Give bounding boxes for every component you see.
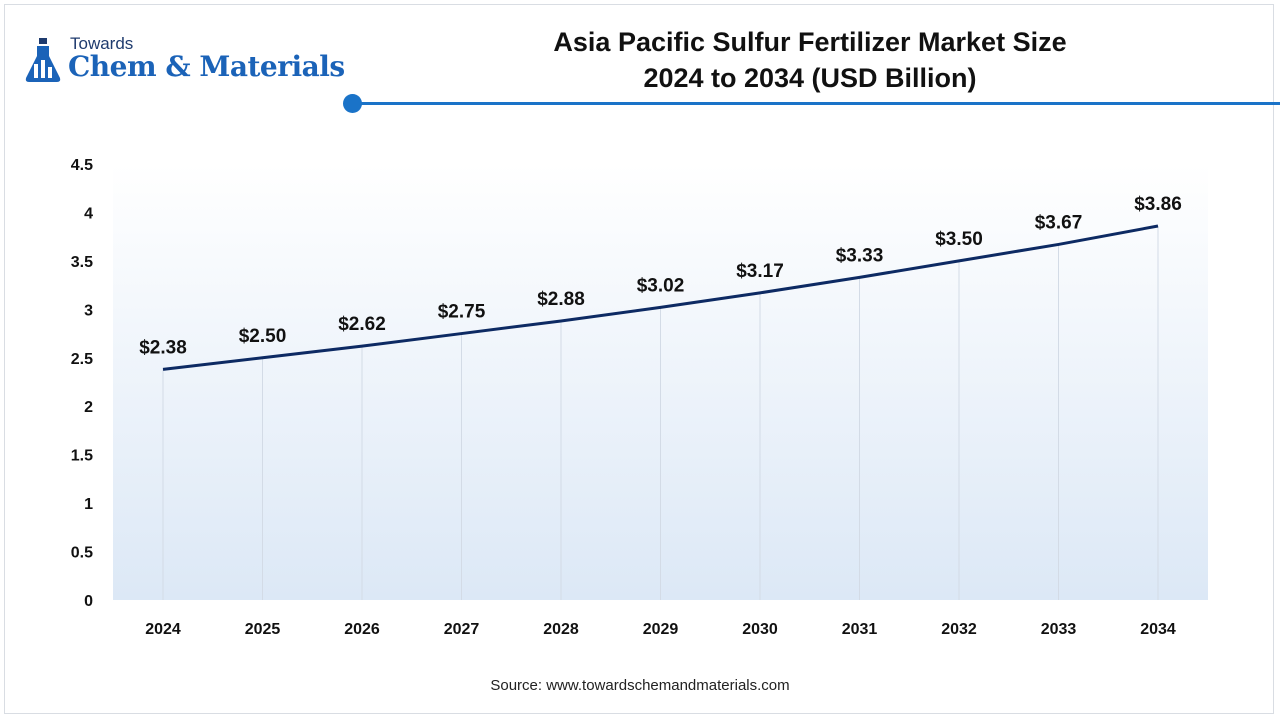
x-tick-label-2028: 2028	[543, 621, 579, 638]
data-label-2029: $3.02	[637, 275, 685, 296]
flask-icon	[25, 38, 61, 82]
x-tick-label-2026: 2026	[344, 621, 380, 638]
x-tick-label-2029: 2029	[643, 621, 679, 638]
y-axis-ticks: 0 0.5 1 1.5 2 2.5 3 3.5 4 4.5	[71, 157, 93, 610]
x-tick-label-2034: 2034	[1140, 621, 1176, 638]
y-tick-label: 3.5	[71, 254, 93, 271]
y-tick-label: 0.5	[71, 545, 93, 562]
data-label-2033: $3.67	[1035, 212, 1083, 233]
grid-lines	[162, 226, 1159, 600]
data-label-2032: $3.50	[935, 229, 983, 250]
y-tick-label: 2	[84, 399, 93, 416]
chart-title: Asia Pacific Sulfur Fertilizer Market Si…	[440, 24, 1180, 96]
x-tick-label-2033: 2033	[1041, 621, 1077, 638]
data-labels: $2.38 $2.50 $2.62 $2.75 $2.88 $3.02 $3.17 $3.33…	[139, 194, 1182, 358]
data-label-2028: $2.88	[537, 289, 585, 310]
x-tick-label-2025: 2025	[245, 621, 281, 638]
y-tick-label: 1.5	[71, 448, 93, 465]
series-line-group	[162, 224, 1159, 371]
chart-title-line1: Asia Pacific Sulfur Fertilizer Market Si…	[553, 27, 1067, 57]
x-tick-label-2024: 2024	[145, 621, 181, 638]
data-label-2031: $3.33	[836, 245, 884, 266]
x-tick-label-2030: 2030	[742, 621, 778, 638]
y-tick-label: 4.5	[71, 157, 93, 174]
brand-main-text: Chem & Materials	[68, 50, 345, 83]
x-tick-label-2032: 2032	[941, 621, 977, 638]
y-tick-label: 3	[84, 302, 93, 319]
brand-top-text: Towards	[70, 34, 134, 53]
x-tick-label-2027: 2027	[444, 621, 480, 638]
chart-title-line2: 2024 to 2034 (USD Billion)	[643, 63, 977, 93]
data-label-2027: $2.75	[438, 302, 486, 323]
brand-logo: Towards Chem & Materials	[22, 34, 345, 94]
y-tick-label: 0	[84, 593, 93, 610]
x-tick-label-2031: 2031	[842, 621, 878, 638]
data-label-2034: $3.86	[1134, 194, 1182, 215]
chart-frame	[4, 4, 1274, 714]
divider-line	[352, 102, 1280, 105]
data-label-2030: $3.17	[736, 261, 784, 282]
y-tick-label: 2.5	[71, 351, 93, 368]
y-tick-label: 4	[84, 205, 93, 222]
data-label-2025: $2.50	[239, 326, 287, 347]
source-note: Source: www.towardschemandmaterials.com	[490, 677, 790, 694]
data-label-2024: $2.38	[139, 337, 187, 358]
series-line	[162, 224, 1159, 371]
x-axis-ticks: 2024 2025 2026 2027 2028 2029 2030 2031 2032 2033…	[145, 621, 1176, 638]
y-tick-label: 1	[84, 496, 93, 513]
data-label-2026: $2.62	[338, 314, 386, 335]
